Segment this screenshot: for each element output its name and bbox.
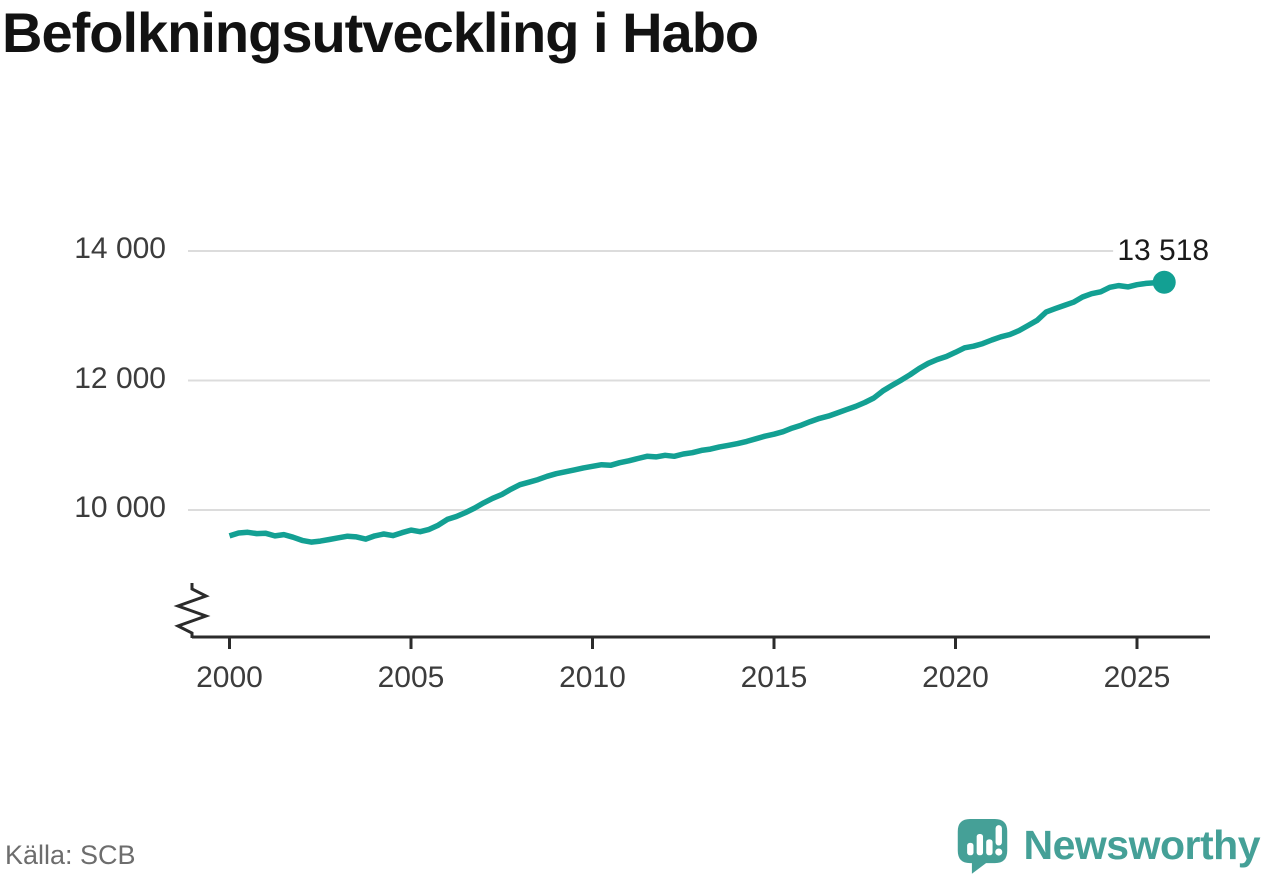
newsworthy-logo: Newsworthy xyxy=(956,814,1261,876)
data-point-label: 13 518 xyxy=(1113,234,1214,268)
newsworthy-wordmark: Newsworthy xyxy=(1023,822,1261,868)
y-tick-label: 12 000 xyxy=(74,361,166,395)
end-point-marker xyxy=(1152,270,1176,294)
x-tick-label: 2000 xyxy=(196,661,263,694)
y-axis-break-icon xyxy=(173,583,211,638)
population-line xyxy=(228,279,1165,545)
x-tick-label: 2015 xyxy=(740,661,808,694)
x-tick-label: 2010 xyxy=(559,661,626,694)
y-tick-label: 10 000 xyxy=(74,491,166,524)
page-title: Befolkningsutveckling i Habo xyxy=(2,1,759,64)
y-tick-label: 14 000 xyxy=(74,232,166,265)
newsworthy-icon xyxy=(957,818,1007,874)
x-tick-label: 2025 xyxy=(1103,661,1171,694)
x-tick-label: 2020 xyxy=(922,661,989,694)
x-tick-label: 2005 xyxy=(377,661,445,694)
source-note: Källa: SCB xyxy=(5,840,136,870)
